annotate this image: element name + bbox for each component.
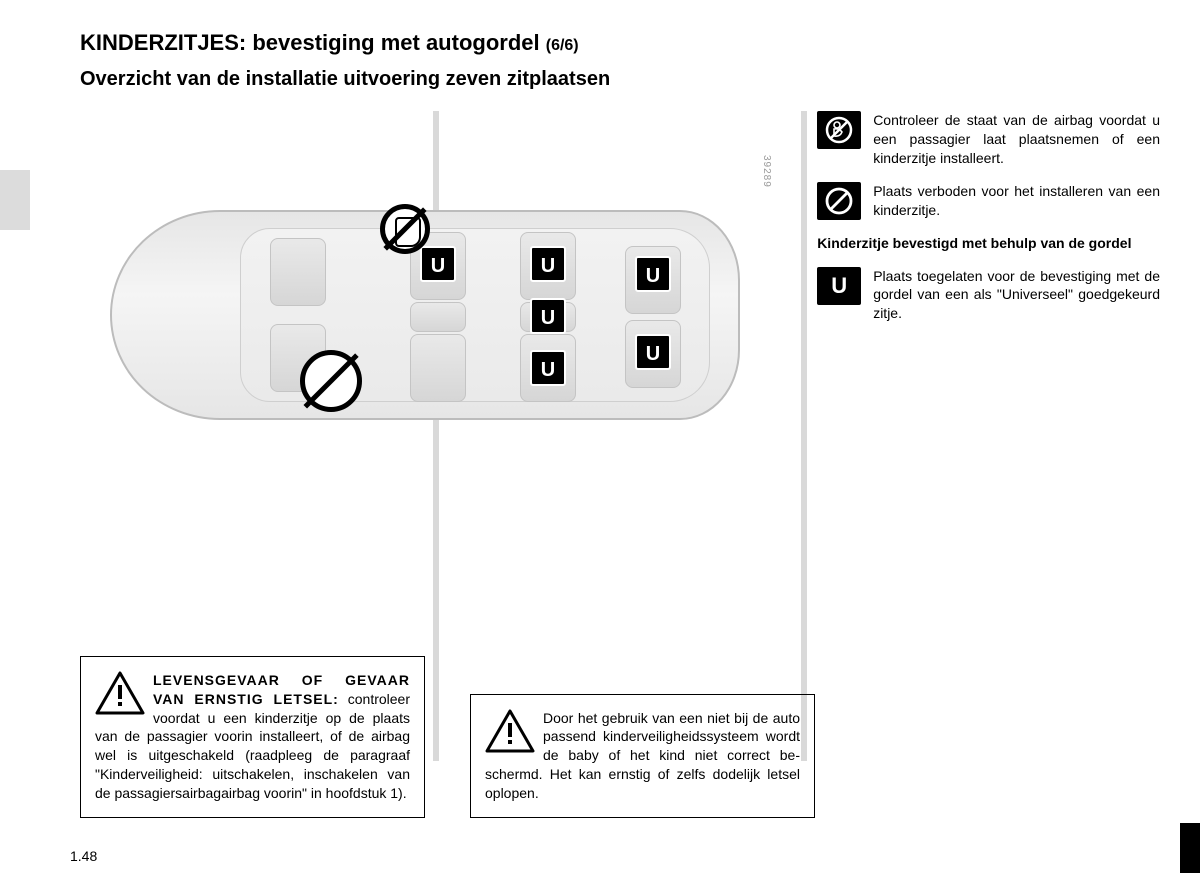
image-ref-number: 39289 (761, 155, 772, 188)
u-badge: U (530, 350, 566, 386)
prohibit-icon (300, 350, 362, 412)
universal-u-icon: U (817, 267, 861, 305)
legend-text-airbag: Controleer de staat van de airbag voorda… (873, 112, 1160, 166)
legend-row-forbidden: Plaats verboden voor het installe­ren va… (817, 182, 1160, 220)
side-tab (0, 170, 30, 230)
u-badge: U (635, 256, 671, 292)
page-subtitle: Overzicht van de installatie uitvoering … (80, 68, 1160, 91)
warning-box-system: Door het gebruik van een niet bij de aut… (470, 694, 815, 818)
car-diagram: 39289 U U U U U U (90, 190, 770, 450)
childseat-mini-icon (395, 217, 421, 247)
legend-heading: Kinderzitje bevestigd met behulp van de … (817, 234, 1160, 253)
column-divider-2 (801, 111, 807, 761)
seat-row2-right (410, 334, 466, 402)
u-badge: U (530, 298, 566, 334)
page-number: 1.48 (70, 848, 97, 864)
u-badge: U (635, 334, 671, 370)
legend-row-universal: U Plaats toegelaten voor de bevesti­ging… (817, 267, 1160, 324)
warning-box-danger: LEVENSGEVAAR OF GEVAAR VAN ERNSTIG LETSE… (80, 656, 425, 818)
airbag-prohibited-icon (817, 111, 861, 149)
legend-text-forbidden: Plaats verboden voor het installe­ren va… (873, 183, 1160, 218)
title-counter: (6/6) (546, 37, 579, 54)
page-edge-marker (1180, 823, 1200, 873)
prohibit-childseat-icon (380, 204, 430, 254)
seat-row2-mid (410, 302, 466, 332)
legend: Controleer de staat van de airbag voorda… (817, 111, 1160, 323)
u-badge: U (530, 246, 566, 282)
warning-triangle-icon (485, 709, 535, 753)
page-title: KINDERZITJES: bevestiging met autogordel… (80, 30, 1160, 56)
forbidden-icon (817, 182, 861, 220)
warning-triangle-icon (95, 671, 145, 715)
u-badge: U (420, 246, 456, 282)
legend-row-airbag: Controleer de staat van de airbag voorda… (817, 111, 1160, 168)
seat-front-left (270, 238, 326, 306)
legend-text-universal: Plaats toegelaten voor de bevesti­ging m… (873, 268, 1160, 322)
column-right: Controleer de staat van de airbag voorda… (817, 111, 1160, 761)
title-text: KINDERZITJES: bevestiging met autogordel (80, 30, 540, 55)
